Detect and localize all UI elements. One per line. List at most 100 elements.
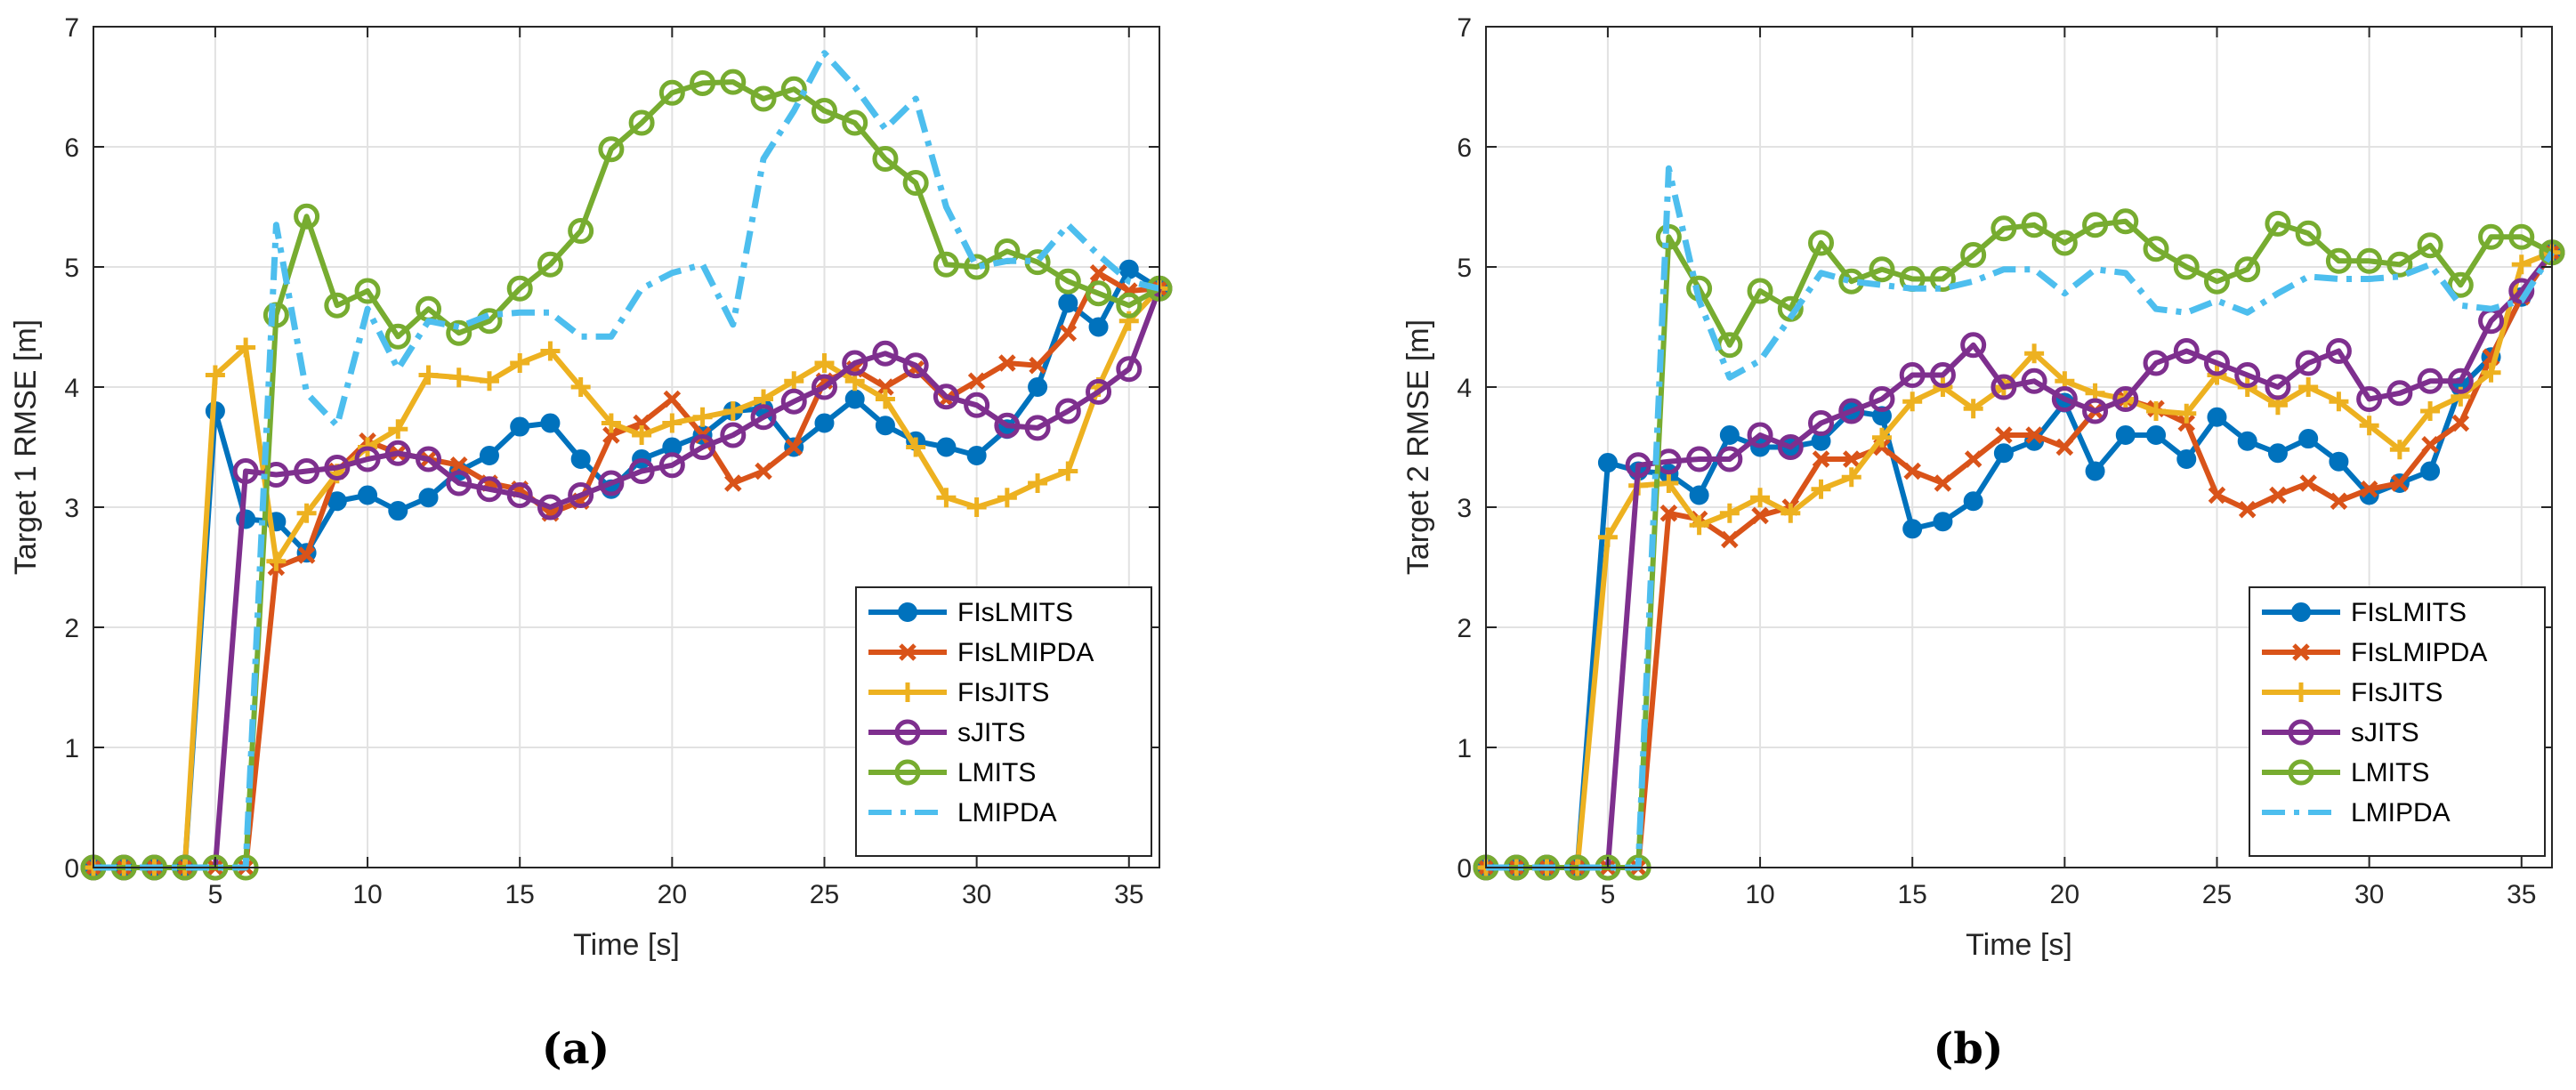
data-point bbox=[384, 323, 411, 350]
data-point bbox=[506, 482, 533, 508]
x-tick-label: 10 bbox=[1745, 880, 1774, 909]
data-point bbox=[540, 341, 561, 361]
data-point bbox=[2237, 431, 2257, 451]
data-point bbox=[2055, 438, 2074, 456]
data-point bbox=[537, 251, 563, 278]
data-point bbox=[2417, 232, 2443, 259]
data-point bbox=[755, 462, 772, 480]
data-point bbox=[2391, 474, 2409, 492]
x-tick-label: 10 bbox=[352, 880, 382, 909]
data-point bbox=[966, 445, 987, 465]
data-point bbox=[1054, 268, 1081, 295]
series-line bbox=[93, 287, 1162, 870]
data-point bbox=[236, 337, 256, 358]
legend-label-LMITS: LMITS bbox=[2351, 758, 2429, 787]
data-point bbox=[2234, 256, 2261, 283]
data-point bbox=[479, 445, 499, 465]
y-tick-label: 0 bbox=[1457, 854, 1472, 884]
y-tick-label: 5 bbox=[1457, 254, 1472, 283]
data-point bbox=[1995, 426, 2013, 444]
data-point bbox=[324, 454, 351, 480]
data-point bbox=[1964, 450, 1982, 468]
chart-target-2: 5 10 15 20 25 30 35 0 1 2 3 4 5 6 7 Time [s] Target 2 RM… bbox=[1401, 13, 2565, 962]
data-point bbox=[1689, 515, 1709, 536]
data-point bbox=[2420, 401, 2441, 421]
data-point bbox=[2025, 426, 2043, 444]
data-point bbox=[723, 401, 743, 421]
y-tick-label: 1 bbox=[1457, 734, 1472, 763]
data-point bbox=[2447, 271, 2474, 298]
data-point bbox=[570, 449, 591, 469]
series-line bbox=[1486, 251, 2555, 870]
data-point bbox=[1960, 332, 1987, 359]
data-point bbox=[2330, 492, 2348, 511]
data-point bbox=[2146, 401, 2167, 421]
data-point bbox=[1086, 378, 1112, 405]
data-point bbox=[1058, 461, 1078, 481]
data-point bbox=[598, 136, 625, 163]
data-point bbox=[2299, 474, 2317, 492]
data-point bbox=[2325, 338, 2352, 364]
data-point bbox=[1963, 491, 1983, 512]
chart-target-1: 5 10 15 20 25 30 35 0 1 2 3 4 5 6 7 Time [s] Target 1 RM… bbox=[9, 13, 1173, 962]
data-point bbox=[662, 413, 682, 433]
data-point bbox=[966, 497, 987, 517]
data-point bbox=[875, 389, 895, 409]
data-point bbox=[1597, 453, 1618, 473]
data-point bbox=[1808, 410, 1835, 436]
data-point bbox=[418, 365, 439, 385]
data-point bbox=[2295, 220, 2322, 246]
data-point bbox=[2176, 403, 2197, 424]
data-point bbox=[294, 458, 320, 484]
data-point bbox=[1777, 295, 1804, 322]
data-point bbox=[1960, 242, 1987, 268]
x-tick-label: 25 bbox=[810, 880, 839, 909]
data-point bbox=[418, 488, 439, 508]
legend-marker-FIsLMIPDA bbox=[899, 643, 917, 661]
data-point bbox=[876, 378, 894, 396]
data-point bbox=[2389, 440, 2410, 460]
data-point bbox=[724, 474, 742, 492]
data-point bbox=[994, 412, 1021, 439]
data-point bbox=[354, 446, 381, 472]
data-point bbox=[633, 414, 650, 432]
data-point bbox=[690, 69, 716, 96]
data-point bbox=[510, 353, 530, 373]
data-point bbox=[1841, 467, 1861, 488]
data-point bbox=[1721, 530, 1739, 549]
legend-marker-sJITS bbox=[2288, 719, 2314, 746]
data-point bbox=[2085, 461, 2105, 481]
legend-marker-sJITS bbox=[894, 719, 921, 746]
data-point bbox=[2208, 486, 2226, 505]
x-tick-label: 25 bbox=[2202, 880, 2232, 909]
data-point bbox=[780, 388, 807, 415]
data-point bbox=[2269, 486, 2287, 505]
data-point bbox=[1686, 446, 1713, 472]
data-point bbox=[2146, 425, 2167, 445]
data-point bbox=[2421, 436, 2439, 454]
legend-marker-FIsJITS bbox=[2291, 682, 2311, 702]
data-point bbox=[1991, 215, 2017, 242]
data-point bbox=[2203, 350, 2230, 376]
data-point bbox=[2451, 414, 2470, 432]
data-point bbox=[2356, 386, 2383, 412]
data-point bbox=[479, 371, 499, 392]
data-point bbox=[1838, 398, 1865, 424]
data-point bbox=[384, 440, 411, 466]
x-tick-label: 5 bbox=[1601, 880, 1616, 909]
data-point bbox=[1086, 280, 1112, 307]
data-point bbox=[2115, 425, 2136, 445]
data-point bbox=[2478, 223, 2505, 250]
x-tick-label: 15 bbox=[505, 880, 535, 909]
y-tick-label: 6 bbox=[64, 133, 79, 163]
data-point bbox=[1118, 259, 1139, 279]
data-point bbox=[602, 426, 620, 444]
data-point bbox=[936, 488, 957, 508]
data-point bbox=[2173, 254, 2200, 280]
data-point bbox=[1029, 356, 1046, 375]
data-point bbox=[785, 438, 803, 456]
data-point bbox=[1933, 512, 1953, 532]
legend: FIsLMITS FIsLMIPDA FIsJITS sJITS LMITS LMIPDA bbox=[855, 586, 1152, 857]
data-point bbox=[296, 503, 317, 523]
data-point bbox=[2359, 416, 2379, 436]
